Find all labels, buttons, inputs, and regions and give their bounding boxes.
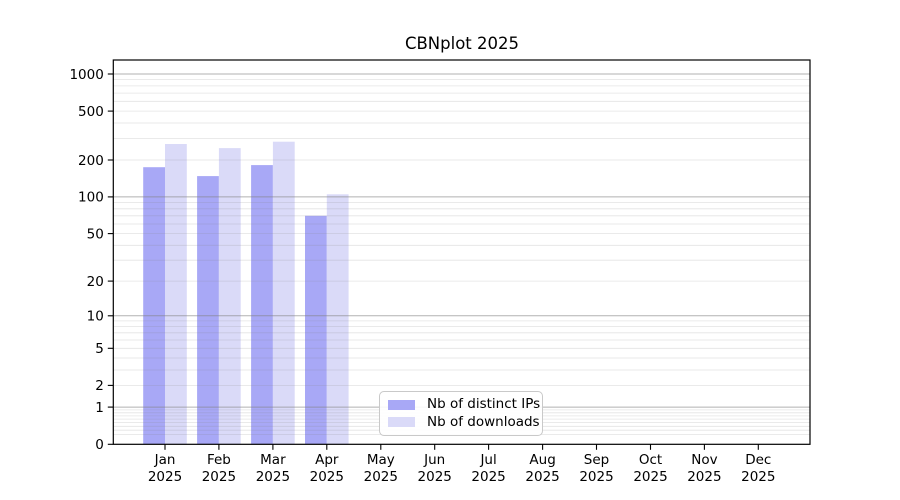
y-tick-label-5: 5 [95, 341, 104, 357]
bar-feb-series0 [197, 176, 219, 445]
x-tick-label-year-mar: 2025 [256, 469, 290, 485]
y-tick-label-50: 50 [87, 226, 104, 242]
x-tick-label-year-apr: 2025 [310, 469, 344, 485]
x-tick-label-month-sep: Sep [584, 452, 609, 468]
x-tick-label-year-oct: 2025 [633, 469, 667, 485]
x-tick-label-month-jun: Jun [423, 452, 445, 468]
legend-entry-distinct-ips: Nb of distinct IPs [388, 397, 540, 412]
x-tick-label-month-feb: Feb [207, 452, 231, 468]
x-tick-label-month-aug: Aug [529, 452, 555, 468]
legend-label-downloads: Nb of downloads [427, 413, 540, 430]
bar-apr-series0 [305, 215, 327, 445]
bar-jan-series0 [143, 167, 165, 445]
x-tick-label-month-nov: Nov [691, 452, 717, 468]
x-tick-label-month-jan: Jan [154, 452, 176, 468]
legend-swatch-distinct-ips [388, 399, 415, 410]
y-tick-label-2: 2 [95, 378, 104, 394]
y-tick-label-20: 20 [87, 274, 104, 290]
y-tick-label-100: 100 [78, 190, 104, 206]
x-tick-label-year-jul: 2025 [471, 469, 505, 485]
x-tick-label-year-aug: 2025 [525, 469, 559, 485]
y-tick-label-1: 1 [95, 400, 104, 416]
x-tick-label-year-sep: 2025 [579, 469, 613, 485]
x-tick-label-year-may: 2025 [364, 469, 398, 485]
x-tick-label-month-may: May [367, 452, 395, 468]
legend-entry-downloads: Nb of downloads [388, 415, 540, 430]
x-tick-label-month-jul: Jul [479, 452, 496, 468]
x-tick-label-year-feb: 2025 [202, 469, 236, 485]
chart-title: CBNplot 2025 [404, 34, 520, 53]
x-tick-label-month-dec: Dec [745, 452, 771, 468]
y-tick-label-500: 500 [78, 104, 104, 120]
x-tick-label-year-dec: 2025 [741, 469, 775, 485]
legend-label-distinct-ips: Nb of distinct IPs [427, 396, 541, 412]
y-tick-label-200: 200 [78, 153, 104, 169]
x-tick-label-year-jan: 2025 [148, 469, 182, 485]
bar-apr-series1 [326, 194, 349, 445]
y-tick-label-1000: 1000 [69, 67, 103, 83]
bar-mar-series1 [272, 141, 295, 445]
y-tick-label-10: 10 [87, 309, 104, 325]
x-tick-label-year-nov: 2025 [687, 469, 721, 485]
x-tick-label-month-mar: Mar [260, 452, 286, 468]
bar-mar-series0 [251, 165, 273, 445]
x-tick-label-month-apr: Apr [315, 452, 339, 468]
x-tick-label-year-jun: 2025 [418, 469, 452, 485]
legend-box: Nb of distinct IPs Nb of downloads [379, 391, 543, 436]
bar-feb-series1 [218, 148, 241, 445]
bar-jan-series1 [165, 144, 187, 445]
y-tick-label-0: 0 [95, 437, 104, 453]
x-tick-label-month-oct: Oct [639, 452, 662, 468]
legend-swatch-downloads [388, 417, 415, 428]
plot-frame [112, 59, 811, 445]
